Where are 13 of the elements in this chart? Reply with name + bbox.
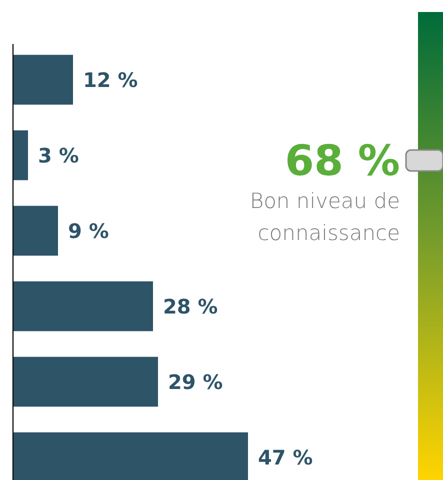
- data-label: 28 %: [163, 294, 218, 318]
- data-label: 47 %: [258, 445, 313, 470]
- bar: [13, 54, 73, 105]
- bar: [13, 206, 58, 256]
- data-label: 3 %: [38, 143, 79, 168]
- text: 68 %: [284, 136, 400, 185]
- bar: [13, 130, 28, 180]
- data-label: 12 %: [83, 68, 138, 92]
- bar: [13, 281, 153, 332]
- data-label: 29 %: [168, 370, 223, 394]
- bar: [13, 356, 158, 407]
- text: Bon niveau de connaissance: [250, 189, 400, 245]
- data-label: 9 %: [68, 218, 109, 243]
